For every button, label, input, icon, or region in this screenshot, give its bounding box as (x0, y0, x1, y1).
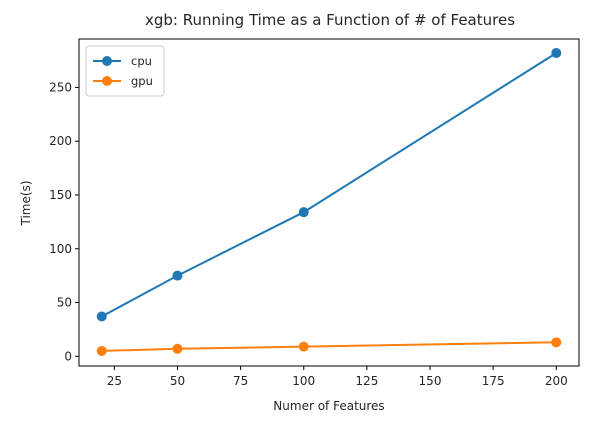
x-tick-label: 125 (355, 374, 378, 388)
series-cpu-point (172, 270, 183, 281)
plot-area (96, 47, 562, 356)
x-tick-label: 150 (419, 374, 442, 388)
series-gpu-line (101, 341, 557, 352)
plot-frame (78, 38, 580, 367)
x-tick-label: 100 (292, 374, 315, 388)
x-tick-label: 175 (482, 374, 505, 388)
series-cpu-line (101, 52, 557, 318)
series-gpu-point (298, 341, 309, 352)
y-tick-label: 50 (57, 296, 72, 310)
y-tick-label: 200 (49, 134, 72, 148)
series-cpu-point (551, 47, 562, 58)
y-tick-label: 150 (49, 188, 72, 202)
series-cpu-point (96, 311, 107, 322)
x-axis: 25 50 75 100 125 150 175 200 (107, 366, 568, 388)
x-tick-label: 75 (233, 374, 248, 388)
legend-box (85, 45, 165, 97)
y-tick-label: 0 (64, 349, 72, 363)
x-tick-label: 50 (170, 374, 185, 388)
x-tick-label: 200 (545, 374, 568, 388)
legend-cpu-marker (102, 56, 112, 66)
series-gpu-point (96, 345, 107, 356)
chart-title: xgb: Running Time as a Function of # of … (145, 11, 515, 29)
legend: cpu gpu (85, 45, 165, 97)
legend-cpu-label: cpu (131, 54, 152, 68)
legend-gpu-label: gpu (131, 74, 153, 88)
y-tick-label: 100 (49, 242, 72, 256)
legend-gpu-marker (102, 76, 112, 86)
series-gpu-point (172, 343, 183, 354)
y-tick-label: 250 (49, 80, 72, 94)
y-axis: 0 50 100 150 200 250 (49, 80, 79, 363)
x-tick-label: 25 (107, 374, 122, 388)
series-cpu-point (298, 207, 309, 218)
series-gpu-point (551, 337, 562, 348)
y-axis-label: Time(s) (19, 181, 33, 227)
x-axis-label: Numer of Features (273, 399, 384, 413)
